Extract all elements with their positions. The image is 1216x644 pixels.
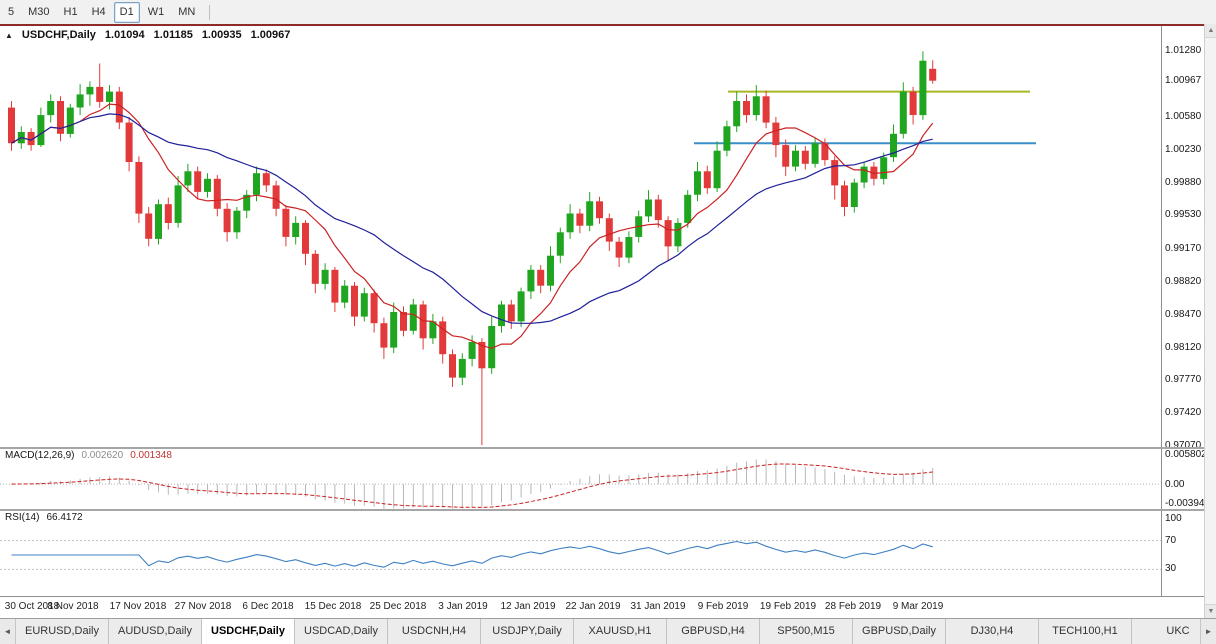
price-axis-label: 0.97770	[1165, 374, 1202, 386]
timeframe-buttons: 5 M30 H1 H4 D1 W1 MN	[0, 0, 202, 24]
price-axis-label: 0.98470	[1165, 308, 1202, 320]
time-axis-label: 8 Nov 2018	[47, 601, 99, 612]
time-axis-label: 9 Mar 2019	[892, 601, 944, 612]
price-panel: ▲ USDCHF,Daily 1.01094 1.01185 1.00935 1…	[0, 26, 1204, 451]
tab-eurusd-daily[interactable]: EURUSD,Daily	[16, 619, 109, 644]
rsi-name: RSI(14)	[5, 512, 40, 523]
tab-tech100-h1[interactable]: TECH100,H1	[1039, 619, 1132, 644]
toolbar-separator	[209, 4, 211, 20]
tabs-scroll-left-icon[interactable]: ◄	[0, 619, 16, 644]
tab-usdcad-daily[interactable]: USDCAD,Daily	[295, 619, 388, 644]
panel-splitter[interactable]	[0, 509, 1204, 511]
tab-audusd-daily[interactable]: AUDUSD,Daily	[109, 619, 202, 644]
time-axis-label: 31 Jan 2019	[630, 601, 686, 612]
rsi-axis-label: 30	[1165, 563, 1177, 575]
macd-axis[interactable]: 0.005802 0.00 -0.003945	[1161, 449, 1210, 509]
ohlc-high: 1.01185	[153, 29, 193, 41]
candlestick-chart[interactable]	[0, 26, 1162, 447]
timeframe-5[interactable]: 5	[8, 6, 15, 18]
tab-dj30-h4[interactable]: DJ30,H4	[946, 619, 1039, 644]
tab-gbpusd-daily[interactable]: GBPUSD,Daily	[853, 619, 946, 644]
time-axis[interactable]: 30 Oct 2018 8 Nov 2018 17 Nov 2018 27 Nov 2…	[0, 596, 1204, 619]
time-axis-label: 12 Jan 2019	[500, 601, 556, 612]
time-axis-label: 9 Feb 2019	[697, 601, 749, 612]
timeframe-w1[interactable]: W1	[147, 6, 165, 18]
price-axis-label: 0.99880	[1165, 176, 1202, 188]
time-axis-label: 17 Nov 2018	[109, 601, 167, 612]
time-axis-label: 30 Oct 2018	[4, 601, 60, 612]
tab-usdcnh-h4[interactable]: USDCNH,H4	[388, 619, 481, 644]
price-axis-label: 0.99530	[1165, 209, 1202, 221]
price-axis-label: 1.01280	[1165, 45, 1202, 57]
time-axis-label: 3 Jan 2019	[438, 601, 488, 612]
time-axis-label: 28 Feb 2019	[824, 601, 882, 612]
macd-axis-label: 0.005802	[1165, 449, 1207, 460]
time-axis-label: 15 Dec 2018	[304, 601, 362, 612]
scroll-up-icon[interactable]: ▲	[1205, 24, 1216, 38]
time-axis-label: 25 Dec 2018	[369, 601, 427, 612]
ohlc-low: 1.00935	[201, 29, 242, 41]
timeframe-d1[interactable]: D1	[113, 1, 140, 23]
timeframe-toolbar: 5 M30 H1 H4 D1 W1 MN	[0, 0, 1216, 25]
price-axis[interactable]: 1.01280 1.00580 1.00230 0.99880 0.99530 0.991…	[1161, 26, 1204, 451]
rsi-label: RSI(14) 66.4172	[5, 512, 83, 523]
price-axis-label: 1.00230	[1165, 143, 1202, 155]
rsi-value: 66.4172	[46, 512, 83, 523]
rsi-axis[interactable]: 100 70 30	[1161, 511, 1204, 596]
tab-sp500-m15[interactable]: SP500,M15	[760, 619, 853, 644]
rsi-panel: RSI(14) 66.4172 100 70 30	[0, 511, 1204, 596]
price-axis-label: 0.98120	[1165, 341, 1202, 353]
tab-xauusd-h1[interactable]: XAUUSD,H1	[574, 619, 667, 644]
chart-tab-bar: ◄ EURUSD,Daily AUDUSD,Daily USDCHF,Daily US…	[0, 618, 1216, 644]
macd-chart[interactable]	[0, 449, 1162, 509]
price-axis-label: 0.98820	[1165, 275, 1202, 287]
macd-label: MACD(12,26,9) 0.002620 0.001348	[5, 450, 172, 461]
macd-signal-value: 0.001348	[130, 450, 172, 461]
tabs-scroll-right-icon[interactable]: ►	[1200, 619, 1216, 644]
macd-name: MACD(12,26,9)	[5, 450, 75, 461]
chart-tabs: EURUSD,Daily AUDUSD,Daily USDCHF,Daily USDC…	[16, 619, 1200, 644]
price-axis-label: 0.97420	[1165, 407, 1202, 419]
tab-usdchf-daily[interactable]: USDCHF,Daily	[202, 619, 295, 644]
macd-panel: MACD(12,26,9) 0.002620 0.001348 0.005802…	[0, 449, 1210, 509]
tab-gbpusd-h4[interactable]: GBPUSD,H4	[667, 619, 760, 644]
timeframe-h1[interactable]: H1	[63, 6, 78, 18]
rsi-axis-label: 100	[1165, 513, 1182, 524]
rsi-chart[interactable]	[0, 511, 1162, 596]
ohlc-close: 1.00967	[250, 29, 291, 41]
macd-main-value: 0.002620	[81, 450, 124, 461]
chart-window: ▲ USDCHF,Daily 1.01094 1.01185 1.00935 1…	[0, 24, 1210, 620]
panel-splitter[interactable]	[0, 447, 1204, 449]
price-axis-label: 0.97070	[1165, 440, 1202, 452]
time-axis-label: 27 Nov 2018	[174, 601, 232, 612]
timeframe-m30[interactable]: M30	[28, 6, 50, 18]
tab-usdjpy-daily[interactable]: USDJPY,Daily	[481, 619, 574, 644]
time-axis-label: 6 Dec 2018	[242, 601, 294, 612]
macd-axis-label: 0.00	[1165, 479, 1185, 491]
rsi-axis-label: 70	[1165, 534, 1177, 546]
timeframe-h4[interactable]: H4	[91, 6, 106, 18]
time-axis-label: 19 Feb 2019	[759, 601, 817, 612]
tab-ukc[interactable]: UKC	[1132, 619, 1200, 644]
current-price-label: 1.00967	[1165, 74, 1202, 86]
price-axis-label: 0.99170	[1165, 243, 1202, 255]
chart-symbol-label: USDCHF,Daily	[21, 29, 96, 41]
timeframe-mn[interactable]: MN	[178, 6, 196, 18]
chart-marker-icon: ▲	[5, 30, 13, 40]
macd-axis-label: -0.003945	[1165, 498, 1211, 509]
scroll-down-icon[interactable]: ▼	[1205, 604, 1216, 618]
ohlc-open: 1.01094	[104, 29, 145, 41]
vertical-scrollbar[interactable]: ▲ ▼	[1204, 24, 1216, 618]
price-axis-label: 1.00580	[1165, 110, 1202, 122]
chart-title: ▲ USDCHF,Daily 1.01094 1.01185 1.00935 1…	[5, 29, 290, 41]
time-axis-label: 22 Jan 2019	[565, 601, 621, 612]
